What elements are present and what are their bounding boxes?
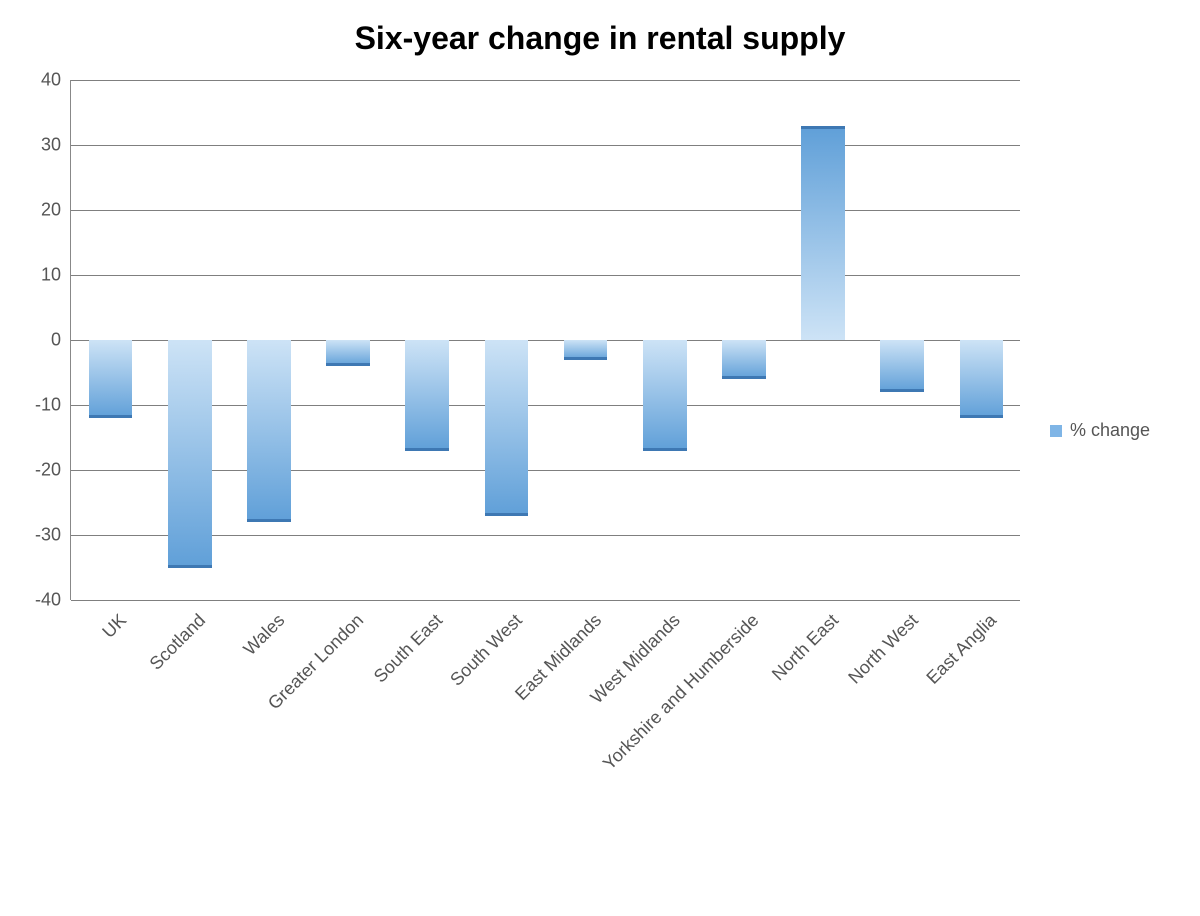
bar-cap bbox=[801, 126, 845, 129]
bar-cap bbox=[485, 513, 529, 516]
xtick-label: North East bbox=[768, 610, 843, 685]
bar bbox=[326, 340, 370, 366]
ytick-label: 0 bbox=[51, 330, 71, 351]
ytick-label: 10 bbox=[41, 265, 71, 286]
plot-area: -40-30-20-10010203040 UKScotlandWalesGre… bbox=[70, 80, 1020, 600]
xtick-label: Scotland bbox=[145, 610, 209, 674]
ytick-label: -30 bbox=[35, 525, 71, 546]
bar bbox=[722, 340, 766, 379]
bar-cap bbox=[564, 357, 608, 360]
ytick-label: -20 bbox=[35, 460, 71, 481]
ytick-label: 20 bbox=[41, 200, 71, 221]
xtick-label: East Anglia bbox=[923, 610, 1002, 689]
bar-cap bbox=[326, 363, 370, 366]
bar bbox=[89, 340, 133, 418]
legend-swatch bbox=[1050, 425, 1062, 437]
xtick-label: North West bbox=[844, 610, 922, 688]
bar bbox=[485, 340, 529, 516]
bar-cap bbox=[722, 376, 766, 379]
bar bbox=[801, 126, 845, 341]
xtick-label: South West bbox=[446, 610, 526, 690]
chart-container: Six-year change in rental supply -40-30-… bbox=[0, 0, 1200, 916]
bar-cap bbox=[89, 415, 133, 418]
ytick-label: -40 bbox=[35, 590, 71, 611]
bar-cap bbox=[405, 448, 449, 451]
xtick-label: Yorkshire and Humberside bbox=[599, 610, 763, 774]
bar bbox=[168, 340, 212, 568]
bar-cap bbox=[960, 415, 1004, 418]
bar-cap bbox=[168, 565, 212, 568]
bar bbox=[405, 340, 449, 451]
gridline bbox=[71, 600, 1020, 601]
bar-cap bbox=[880, 389, 924, 392]
bar bbox=[643, 340, 687, 451]
xtick-label: South East bbox=[370, 610, 447, 687]
legend-label: % change bbox=[1070, 420, 1150, 441]
chart-title: Six-year change in rental supply bbox=[20, 20, 1180, 57]
ytick-label: 30 bbox=[41, 135, 71, 156]
bar bbox=[247, 340, 291, 522]
bar bbox=[880, 340, 924, 392]
bar bbox=[960, 340, 1004, 418]
xtick-label: Wales bbox=[239, 610, 289, 660]
legend: % change bbox=[1050, 420, 1150, 441]
bar-cap bbox=[247, 519, 291, 522]
bar-cap bbox=[643, 448, 687, 451]
xtick-label: UK bbox=[98, 610, 131, 643]
bars-layer bbox=[71, 80, 1020, 600]
ytick-label: 40 bbox=[41, 70, 71, 91]
bar bbox=[564, 340, 608, 360]
ytick-label: -10 bbox=[35, 395, 71, 416]
